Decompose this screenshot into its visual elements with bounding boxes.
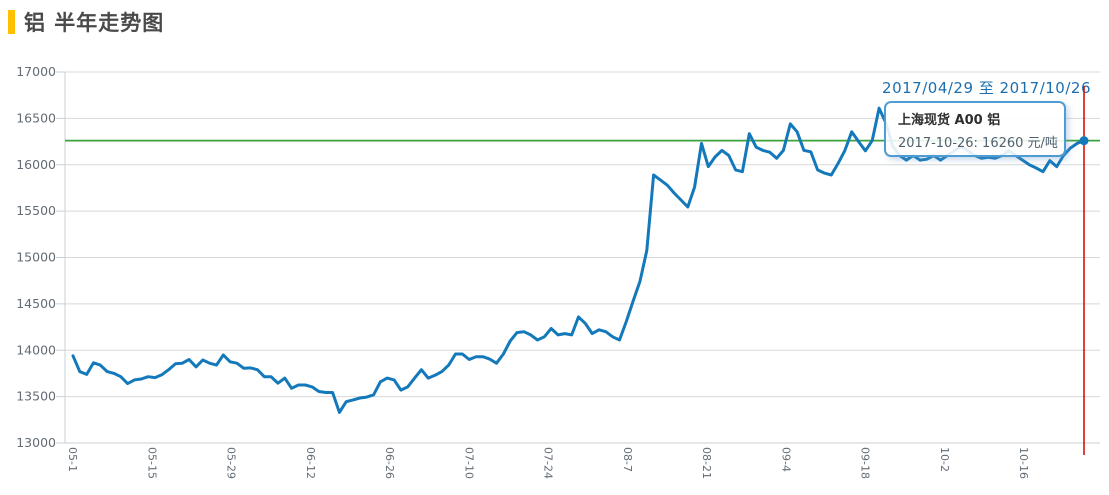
x-axis-label: 10-16	[1017, 447, 1030, 479]
y-axis-label: 13000	[16, 435, 56, 450]
x-axis-label: 06-26	[383, 447, 396, 479]
price-line[interactable]	[71, 106, 1086, 414]
x-axis-label: 07-10	[462, 447, 475, 479]
y-axis-label: 16500	[16, 110, 56, 125]
last-point-marker[interactable]	[1079, 136, 1089, 146]
chart-tooltip: 上海现货 A00 铝 2017-10-26: 16260 元/吨	[884, 101, 1066, 157]
x-axis-label: 05-1	[66, 447, 79, 472]
x-axis-label: 08-7	[621, 447, 634, 472]
x-axis-label: 05-29	[225, 447, 238, 479]
date-range-label: 2017/04/29 至 2017/10/26	[882, 79, 1091, 97]
y-axis-label: 13500	[16, 389, 56, 404]
page-title: 铝 半年走势图	[24, 11, 165, 35]
y-axis-label: 14000	[16, 342, 56, 357]
y-axis-label: 15000	[16, 250, 56, 265]
y-axis-label: 17000	[16, 64, 56, 79]
x-axis-label: 08-21	[700, 447, 713, 479]
x-axis-label: 09-4	[779, 447, 792, 472]
x-axis-label: 07-24	[542, 447, 555, 479]
x-axis-label: 09-18	[859, 447, 872, 479]
tooltip-series-name: 上海现货 A00 铝	[898, 113, 1001, 128]
x-axis-label: 05-15	[145, 447, 158, 479]
x-axis-label: 06-12	[304, 447, 317, 479]
y-axis-label: 15500	[16, 203, 56, 218]
y-axis-label: 16000	[16, 157, 56, 172]
title-accent-bar	[8, 10, 15, 34]
tooltip-value-line: 2017-10-26: 16260 元/吨	[898, 136, 1058, 151]
y-axis-label: 14500	[16, 296, 56, 311]
x-axis-label: 10-2	[938, 447, 951, 472]
